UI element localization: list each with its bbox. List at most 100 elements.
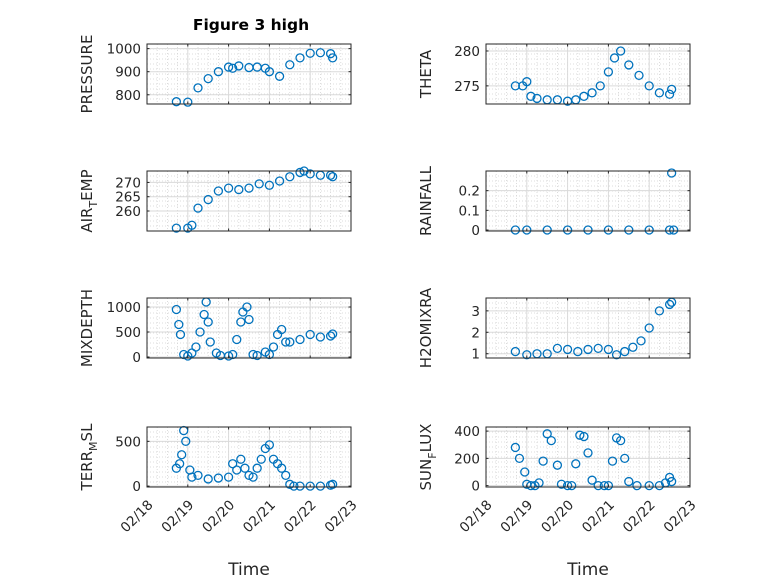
- y-tick-label: 0.2: [459, 184, 480, 200]
- data-point: [252, 350, 262, 361]
- axes-box: [485, 170, 691, 232]
- data-point: [285, 337, 295, 347]
- data-point: [620, 346, 630, 357]
- data-point: [634, 70, 644, 81]
- data-point: [223, 62, 234, 72]
- y-tick-label: 2: [471, 325, 480, 341]
- data-point: [583, 344, 593, 355]
- data-point: [305, 481, 315, 491]
- data-point: [228, 459, 238, 469]
- y-axis-label: H2OMIXRA: [417, 287, 435, 368]
- data-point: [666, 168, 677, 178]
- subplot-pressure: 800 900 1000 PRESSURE: [78, 35, 352, 113]
- x-axis-label: Time: [566, 560, 609, 580]
- data-point: [171, 97, 182, 107]
- data-point: [571, 459, 581, 469]
- data-point: [644, 81, 654, 91]
- data-point: [295, 53, 305, 63]
- data-point: [203, 73, 213, 84]
- x-tick-label: 02/18: [457, 497, 496, 536]
- data-point: [510, 442, 521, 453]
- axes-box: [146, 297, 352, 359]
- data-point: [281, 337, 291, 347]
- data-point: [256, 454, 266, 464]
- axes-box: [146, 426, 352, 488]
- data-point: [542, 429, 552, 439]
- data-point: [632, 480, 642, 491]
- data-point: [171, 223, 182, 233]
- data-point: [242, 302, 252, 312]
- data-point: [583, 225, 593, 235]
- data-point: [223, 183, 234, 193]
- x-tick-label: 02/18: [118, 497, 157, 536]
- data-point: [195, 327, 205, 337]
- data-point: [573, 346, 583, 357]
- y-axis-label: TERRMSL: [78, 423, 100, 492]
- data-point: [532, 93, 542, 104]
- data-point: [593, 480, 603, 491]
- axes-box: [146, 43, 352, 105]
- data-point: [664, 299, 675, 310]
- data-point: [669, 225, 679, 235]
- data-point: [654, 88, 665, 98]
- data-point: [620, 453, 630, 464]
- data-point: [191, 342, 201, 352]
- data-point: [644, 480, 654, 491]
- data-point: [203, 317, 213, 327]
- data-point: [664, 225, 675, 235]
- y-tick-label: 500: [115, 434, 141, 450]
- data-point: [285, 172, 295, 182]
- data-point: [232, 334, 242, 345]
- data-point: [305, 48, 315, 58]
- data-point: [538, 456, 548, 466]
- data-point: [603, 480, 614, 491]
- data-point: [223, 351, 234, 361]
- data-point: [624, 60, 634, 70]
- data-point: [522, 225, 532, 235]
- data-point: [276, 324, 287, 335]
- y-tick-label: 260: [115, 204, 141, 220]
- y-tick-label: 1000: [107, 300, 141, 316]
- y-tick-label: 0: [132, 350, 141, 366]
- data-point: [181, 436, 191, 446]
- data-point: [542, 95, 552, 105]
- data-point: [244, 62, 254, 73]
- data-point: [285, 60, 295, 70]
- y-tick-label: 0: [471, 479, 480, 495]
- data-point: [579, 431, 589, 442]
- y-tick-label: 500: [115, 325, 141, 341]
- data-point: [248, 472, 258, 482]
- data-point: [295, 334, 305, 345]
- data-point: [552, 343, 563, 354]
- data-point: [654, 306, 665, 316]
- y-tick-label: 1000: [107, 42, 141, 58]
- data-point: [562, 225, 573, 235]
- data-point: [562, 344, 573, 355]
- data-point: [526, 91, 536, 101]
- data-point: [327, 479, 338, 489]
- data-point: [201, 297, 211, 307]
- data-point: [644, 225, 654, 235]
- data-point: [187, 220, 197, 230]
- data-point: [252, 62, 262, 72]
- data-point: [252, 463, 262, 473]
- data-point: [289, 481, 299, 491]
- data-point: [315, 48, 326, 58]
- data-point: [603, 344, 614, 355]
- data-point: [177, 450, 187, 460]
- y-tick-label: 800: [115, 88, 141, 104]
- data-point: [666, 84, 677, 94]
- axes-box: [146, 170, 352, 232]
- subplot-theta: 275 280 THETA: [417, 43, 691, 106]
- y-tick-label: 0: [132, 479, 141, 495]
- data-point: [232, 465, 242, 475]
- x-tick-label: 02/20: [538, 497, 577, 536]
- data-point: [295, 481, 305, 491]
- y-tick-label: 1: [471, 347, 480, 363]
- x-tick-label: 02/22: [620, 497, 659, 536]
- x-tick-label: 02/19: [158, 497, 197, 536]
- data-point: [174, 459, 185, 469]
- data-point: [236, 317, 246, 327]
- data-point: [223, 472, 234, 482]
